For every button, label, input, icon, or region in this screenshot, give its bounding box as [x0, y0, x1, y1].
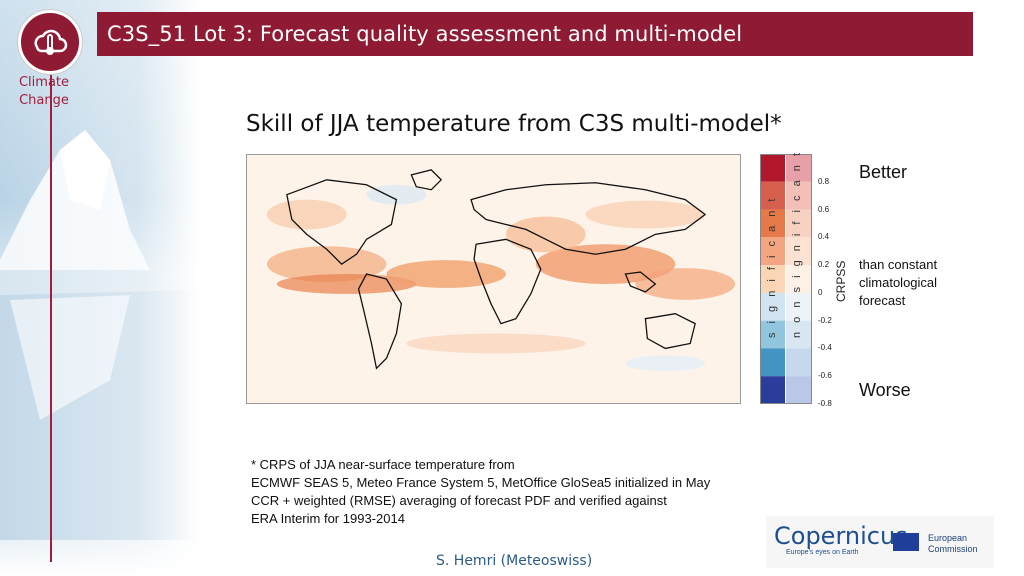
colorbar-swatch-non-significant: [786, 154, 811, 182]
background-fade: [0, 0, 200, 576]
colorbar-swatches: [760, 154, 812, 404]
cloud-thermometer-icon: [34, 29, 68, 55]
footnote-line: * CRPS of JJA near-surface temperature f…: [251, 457, 515, 472]
divider-line: [50, 62, 52, 562]
colorbar-swatch-non-significant: [786, 237, 811, 266]
footnote-line: ECMWF SEAS 5, Meteo France System 5, Met…: [251, 475, 711, 490]
colorbar-tick-label: 0.8: [818, 176, 830, 186]
colorbar-swatch-significant: [760, 320, 785, 349]
colorbar-significant-label: s i g n i f i c a n t: [766, 195, 778, 338]
legend-worse: Worse: [859, 380, 911, 400]
european-commission-logo: European Commission: [928, 533, 978, 555]
footnote-line: ERA Interim for 1993-2014: [251, 511, 405, 526]
colorbar-swatch-non-significant: [786, 265, 811, 293]
colorbar-tick-label: -0.8: [818, 399, 832, 408]
world-map-image: [247, 155, 740, 403]
climate-change-logo: [18, 10, 82, 74]
colorbar-swatch-non-significant: [786, 320, 811, 349]
colorbar-non-significant-label: n o n s i g n i f i c a n t: [791, 150, 803, 338]
colorbar-swatch-significant: [760, 154, 785, 182]
ec-line2: Commission: [928, 544, 978, 554]
colorbar-swatch-significant: [760, 348, 785, 377]
colorbar-tick-label: 0: [818, 287, 823, 297]
colorbar-swatch-non-significant: [786, 292, 811, 321]
colorbar-axis-label: CRPSS: [834, 260, 848, 302]
author-footer: S. Hemri (Meteoswiss): [436, 553, 593, 569]
colorbar-tick-label: 0.6: [818, 204, 830, 214]
eu-flag-icon: [893, 533, 919, 551]
slide-heading: Skill of JJA temperature from C3S multi-…: [246, 111, 782, 137]
footnote: * CRPS of JJA near-surface temperature f…: [251, 456, 811, 528]
sponsor-logos: [766, 516, 994, 568]
logo-label: Climate Change: [18, 75, 70, 108]
legend-better: Better: [859, 162, 908, 182]
colorbar-swatch-non-significant: [786, 376, 811, 404]
legend-than: than constant climatological forecast: [859, 257, 938, 308]
colorbar-tick-label: -0.6: [818, 371, 832, 381]
colorbar-swatch-non-significant: [786, 209, 811, 238]
copernicus-tagline: Europe's eyes on Earth: [786, 549, 859, 556]
colorbar-tick-label: 0.2: [818, 260, 830, 270]
colorbar-swatch-significant: [760, 376, 785, 404]
ec-line1: European: [928, 533, 968, 543]
footnote-line: CCR + weighted (RMSE) averaging of forec…: [251, 493, 667, 508]
colorbar: [760, 154, 812, 404]
colorbar-swatch-non-significant: [786, 181, 811, 210]
colorbar-border: [760, 154, 812, 404]
copernicus-logo-text: opernicus: [790, 522, 908, 550]
colorbar-swatch-significant: [760, 265, 785, 293]
colorbar-swatch-non-significant: [786, 348, 811, 377]
colorbar-swatch-significant: [760, 237, 785, 266]
colorbar-tick-label: -0.2: [818, 315, 832, 325]
copernicus-logo: Copernicus: [774, 522, 908, 550]
colorbar-tick-label: -0.4: [818, 343, 832, 353]
page-title: C3S_51 Lot 3: Forecast quality assessmen…: [97, 12, 973, 56]
colorbar-swatch-significant: [760, 181, 785, 210]
colorbar-tick-label: 0.4: [818, 232, 830, 242]
colorbar-ticks: 0.8 0.6 0.4 0.2 0 -0.2 -0.4 -0.6 -0.8: [818, 154, 848, 408]
colorbar-swatch-significant: [760, 209, 785, 238]
skill-map: [246, 154, 741, 404]
colorbar-swatch-significant: [760, 292, 785, 321]
copernicus-logo-letter: C: [774, 522, 791, 550]
